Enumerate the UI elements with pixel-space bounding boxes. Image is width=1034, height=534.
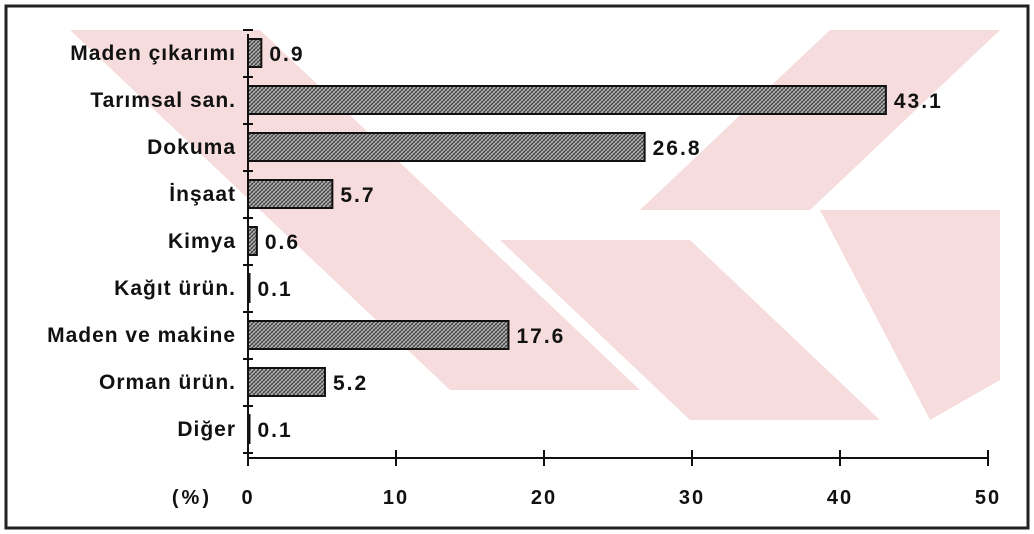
value-label: 0.1 <box>258 278 293 301</box>
bar <box>247 38 263 68</box>
x-tick-label: 30 <box>679 487 705 509</box>
x-tick-label: 0 <box>241 487 254 509</box>
x-tick-labels: 0 10 20 30 40 50 <box>241 487 1001 509</box>
value-label: 0.1 <box>258 419 293 442</box>
category-label: Diğer <box>177 418 236 441</box>
value-label: 17.6 <box>516 325 565 348</box>
value-labels: 0.9 43.1 26.8 5.7 0.6 0.1 17.6 5.2 0.1 <box>258 43 943 442</box>
value-label: 0.6 <box>265 231 300 254</box>
x-axis-unit-label: (%) <box>172 487 212 509</box>
bar <box>247 85 887 115</box>
bar <box>247 273 251 303</box>
bar <box>247 179 334 209</box>
x-tick-label: 20 <box>531 487 557 509</box>
watermark-stroke-right <box>820 210 1000 420</box>
category-label: İnşaat <box>169 183 236 206</box>
bar <box>247 367 326 397</box>
x-tick-label: 40 <box>827 487 853 509</box>
category-label: Maden çıkarımı <box>70 42 236 65</box>
value-label: 5.7 <box>340 184 375 207</box>
value-label: 26.8 <box>653 137 702 160</box>
watermark-stroke-lower <box>500 240 880 420</box>
x-axis <box>247 450 989 466</box>
bar <box>247 414 251 444</box>
watermark-stroke-left <box>70 30 640 390</box>
value-label: 43.1 <box>894 90 943 113</box>
bars <box>247 38 887 444</box>
category-labels: Maden çıkarımı Tarımsal san. Dokuma İnşaat K… <box>47 42 236 441</box>
bar <box>247 226 258 256</box>
value-label: 5.2 <box>333 372 368 395</box>
value-label: 0.9 <box>269 43 304 66</box>
bar <box>247 132 646 162</box>
category-label: Dokuma <box>147 136 236 159</box>
background-watermark <box>70 30 1000 420</box>
category-label: Orman ürün. <box>99 371 236 394</box>
bar <box>247 320 510 350</box>
chart-frame <box>4 4 1030 530</box>
watermark-stroke-upper <box>640 30 1000 210</box>
category-label: Tarımsal san. <box>90 89 236 112</box>
category-label: Kimya <box>168 230 236 253</box>
category-label: Kağıt ürün. <box>114 277 236 300</box>
x-tick-label: 50 <box>975 487 1001 509</box>
x-tick-label: 10 <box>383 487 409 509</box>
category-label: Maden ve makine <box>47 324 236 347</box>
